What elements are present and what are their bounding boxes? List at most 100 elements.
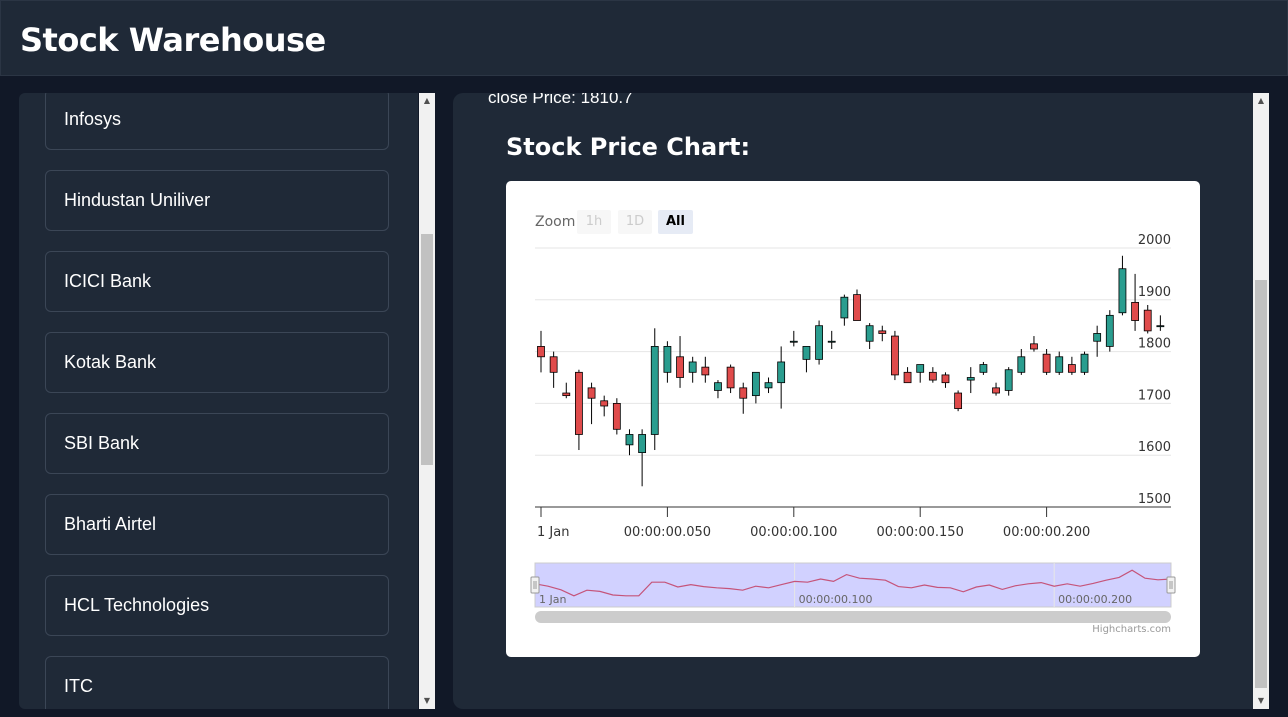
candle-body (815, 325, 823, 360)
candle-body (587, 387, 596, 399)
y-tick-label: 1900 (1138, 285, 1171, 300)
sidebar-scroll-thumb[interactable] (421, 234, 433, 465)
candle-body (840, 296, 849, 319)
stock-item-hcl-technologies[interactable]: HCL Technologies (45, 575, 389, 636)
candle-body (701, 366, 710, 376)
stock-detail-panel: close Price: 1810.7 Stock Price Chart: Z… (453, 93, 1253, 709)
candle-body (1156, 325, 1165, 328)
navigator-label: 00:00:00.100 (799, 593, 873, 606)
candle-body (789, 340, 798, 343)
candle-body (1080, 353, 1089, 373)
candle-body (992, 387, 1000, 394)
y-tick-label: 2000 (1138, 233, 1171, 248)
app-header: Stock Warehouse (0, 0, 1288, 76)
sidebar-scrollbar[interactable]: ▲ ▼ (419, 93, 435, 709)
candle-body (928, 371, 937, 381)
candle-body (537, 346, 545, 358)
scroll-down-arrow-icon[interactable]: ▼ (1257, 696, 1265, 705)
candle-body (1017, 356, 1026, 373)
stock-item-hindustan-uniliver[interactable]: Hindustan Uniliver (45, 170, 389, 231)
stock-item-label: Hindustan Uniliver (64, 190, 211, 210)
candle-body (1004, 369, 1013, 391)
candle-body (663, 346, 672, 373)
candle-body (1055, 356, 1064, 373)
candle-body (688, 361, 697, 373)
candle-body (916, 364, 925, 373)
candle-body (1105, 314, 1114, 347)
y-tick-label: 1700 (1138, 388, 1171, 403)
stock-list-sidebar: Infosys Hindustan Uniliver ICICI Bank Ko… (19, 93, 418, 709)
candle-body (777, 361, 786, 384)
stock-price-chart: Zoom 1h 1D All 1500 1600 1700 1800 1900 2000 1… (506, 181, 1200, 657)
candle-body (612, 402, 621, 430)
navigator-scrollbar (535, 611, 1171, 623)
candle-body (726, 366, 735, 389)
x-tick-label: 1 Jan (537, 525, 569, 540)
candle-body (878, 330, 887, 334)
stock-item-label: ITC (64, 676, 93, 696)
candlestick-plot[interactable]: 1500 1600 1700 1800 1900 2000 1 Jan 00:00:00.05… (506, 181, 1200, 657)
candle-body (751, 371, 760, 397)
x-tick-label: 00:00:00.100 (750, 525, 837, 540)
candle-body (903, 371, 912, 384)
candle-body (625, 434, 634, 446)
candle-body (1042, 353, 1051, 373)
stock-item-label: Infosys (64, 109, 122, 129)
candle-body (714, 382, 722, 391)
candle-body (1030, 343, 1038, 350)
candle-body (739, 387, 748, 399)
stock-item-sbi-bank[interactable]: SBI Bank (45, 413, 389, 474)
candle-body (853, 294, 861, 321)
zoom-all-button[interactable]: All (658, 210, 693, 234)
candle-body (1067, 364, 1076, 373)
scroll-up-arrow-icon[interactable]: ▲ (1257, 96, 1265, 105)
candle-body (764, 382, 773, 389)
stock-item-icici-bank[interactable]: ICICI Bank (45, 251, 389, 312)
stock-item-label: Bharti Airtel (64, 514, 157, 534)
main-scroll-thumb[interactable] (1255, 280, 1267, 688)
stock-item-label: ICICI Bank (64, 271, 152, 291)
chart-credits[interactable]: Highcharts.com (1092, 624, 1171, 635)
navigator-right-handle (1166, 576, 1176, 594)
x-tick-label: 00:00:00.200 (1003, 525, 1090, 540)
candle-body (966, 377, 975, 381)
candle-body (676, 356, 684, 378)
stock-item-bharti-airtel[interactable]: Bharti Airtel (45, 494, 389, 555)
navigator-left-handle (530, 576, 540, 594)
stock-item-label: HCL Technologies (64, 595, 210, 615)
app-title: Stock Warehouse (20, 21, 326, 59)
zoom-1d-button[interactable]: 1D (618, 210, 652, 234)
stock-item-itc[interactable]: ITC (45, 656, 389, 709)
candle-body (562, 392, 571, 397)
navigator-label: 1 Jan (539, 593, 566, 606)
candle-body (1143, 309, 1152, 332)
candle-body (1093, 333, 1102, 342)
candle-body (549, 356, 558, 373)
candle-body (1118, 268, 1127, 314)
navigator-series-line (534, 569, 1172, 597)
candle-body (941, 374, 950, 384)
candle-body (865, 325, 874, 342)
stock-item-infosys[interactable]: Infosys (45, 93, 389, 150)
scroll-down-arrow-icon[interactable]: ▼ (423, 696, 431, 705)
candle-body (650, 346, 659, 435)
candle-body (575, 371, 583, 435)
chart-heading: Stock Price Chart: (506, 133, 751, 161)
scroll-up-arrow-icon[interactable]: ▲ (423, 96, 431, 105)
candle-body (638, 434, 647, 454)
navigator-selection (534, 562, 1172, 608)
stock-item-kotak-bank[interactable]: Kotak Bank (45, 332, 389, 393)
candle-body (802, 346, 811, 360)
candle-body (979, 364, 988, 373)
zoom-1h-button[interactable]: 1h (577, 210, 611, 234)
main-scrollbar[interactable]: ▲ ▼ (1253, 93, 1269, 709)
candle-body (600, 400, 609, 407)
x-tick-label: 00:00:00.050 (624, 525, 711, 540)
candle-body (1131, 301, 1139, 321)
zoom-label: Zoom (535, 214, 576, 230)
candle-body (827, 340, 836, 343)
navigator-label: 00:00:00.200 (1058, 593, 1132, 606)
candle-body (954, 392, 963, 409)
close-price-text: close Price: 1810.7 (488, 93, 633, 107)
y-tick-label: 1800 (1138, 337, 1171, 352)
